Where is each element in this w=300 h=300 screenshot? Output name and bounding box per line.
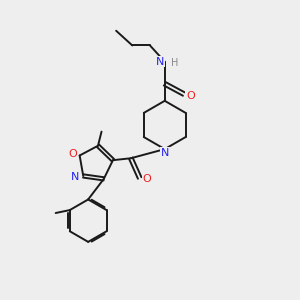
Text: O: O (68, 149, 77, 159)
Text: N: N (156, 57, 164, 67)
Text: O: O (186, 91, 195, 100)
Text: O: O (143, 174, 152, 184)
Text: H: H (171, 58, 179, 68)
Text: N: N (71, 172, 79, 182)
Text: N: N (160, 148, 169, 158)
